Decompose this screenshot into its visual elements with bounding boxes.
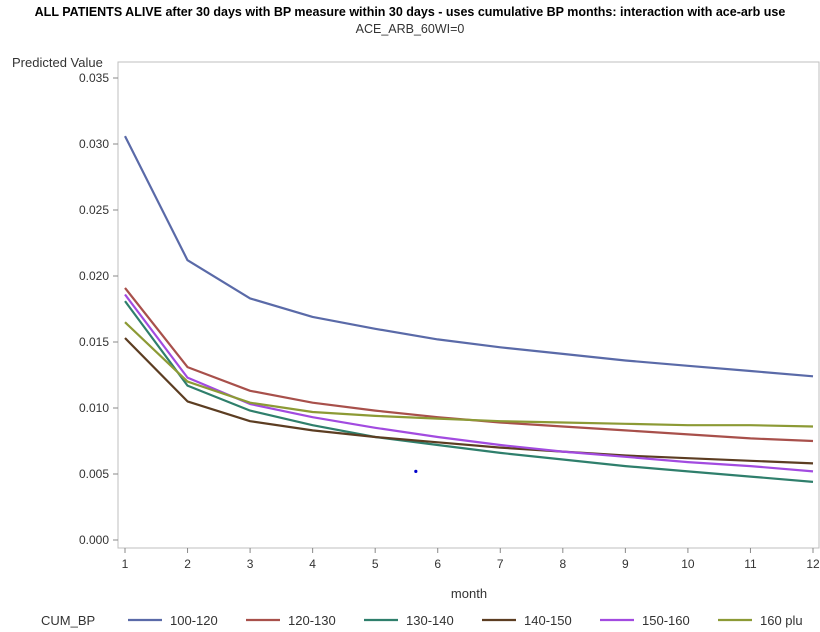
chart-title: ALL PATIENTS ALIVE after 30 days with BP…	[34, 5, 786, 19]
y-tick-label: 0.015	[79, 335, 109, 349]
data-point	[414, 469, 418, 473]
y-tick-label: 0.020	[79, 269, 109, 283]
plot-frame	[117, 61, 820, 549]
x-tick-label: 2	[184, 557, 191, 571]
legend: CUM_BP 100-120 120-130 130-140 140-150 150-1…	[41, 613, 803, 628]
y-axis-title: Predicted Value	[12, 55, 103, 70]
x-tick-label: 7	[497, 557, 504, 571]
markers	[414, 469, 418, 473]
x-tick-label: 4	[309, 557, 316, 571]
legend-label: 160 plu	[760, 613, 803, 628]
x-tick-label: 10	[681, 557, 695, 571]
x-axis: 1 2 3 4 5 6 7 8 9 10 11 12	[122, 548, 820, 571]
y-tick-label: 0.010	[79, 401, 109, 415]
x-tick-label: 12	[806, 557, 820, 571]
series-line-120-130	[124, 287, 814, 443]
legend-title: CUM_BP	[41, 613, 95, 628]
x-tick-label: 3	[247, 557, 254, 571]
series-line-140-150	[124, 337, 814, 465]
legend-label: 150-160	[642, 613, 690, 628]
y-tick-label: 0.030	[79, 137, 109, 151]
series-lines	[124, 135, 814, 483]
x-tick-label: 9	[622, 557, 629, 571]
y-tick-label: 0.000	[79, 533, 109, 547]
x-tick-label: 8	[559, 557, 566, 571]
series-line-160-plu	[124, 321, 814, 428]
y-tick-label: 0.025	[79, 203, 109, 217]
legend-label: 130-140	[406, 613, 454, 628]
y-tick-label: 0.005	[79, 467, 109, 481]
legend-label: 100-120	[170, 613, 218, 628]
legend-label: 140-150	[524, 613, 572, 628]
series-line-100-120	[124, 135, 814, 378]
x-tick-label: 6	[434, 557, 441, 571]
x-tick-label: 11	[744, 557, 757, 571]
x-axis-title: month	[451, 586, 487, 601]
y-axis: 0.000 0.005 0.010 0.015 0.020 0.025 0.030 0.035	[79, 71, 118, 547]
x-tick-label: 5	[372, 557, 379, 571]
legend-label: 120-130	[288, 613, 336, 628]
y-tick-label: 0.035	[79, 71, 109, 85]
series-line-130-140	[124, 300, 814, 483]
plot-border	[117, 61, 820, 549]
x-tick-label: 1	[122, 557, 129, 571]
chart-subtitle: ACE_ARB_60WI=0	[355, 22, 465, 36]
